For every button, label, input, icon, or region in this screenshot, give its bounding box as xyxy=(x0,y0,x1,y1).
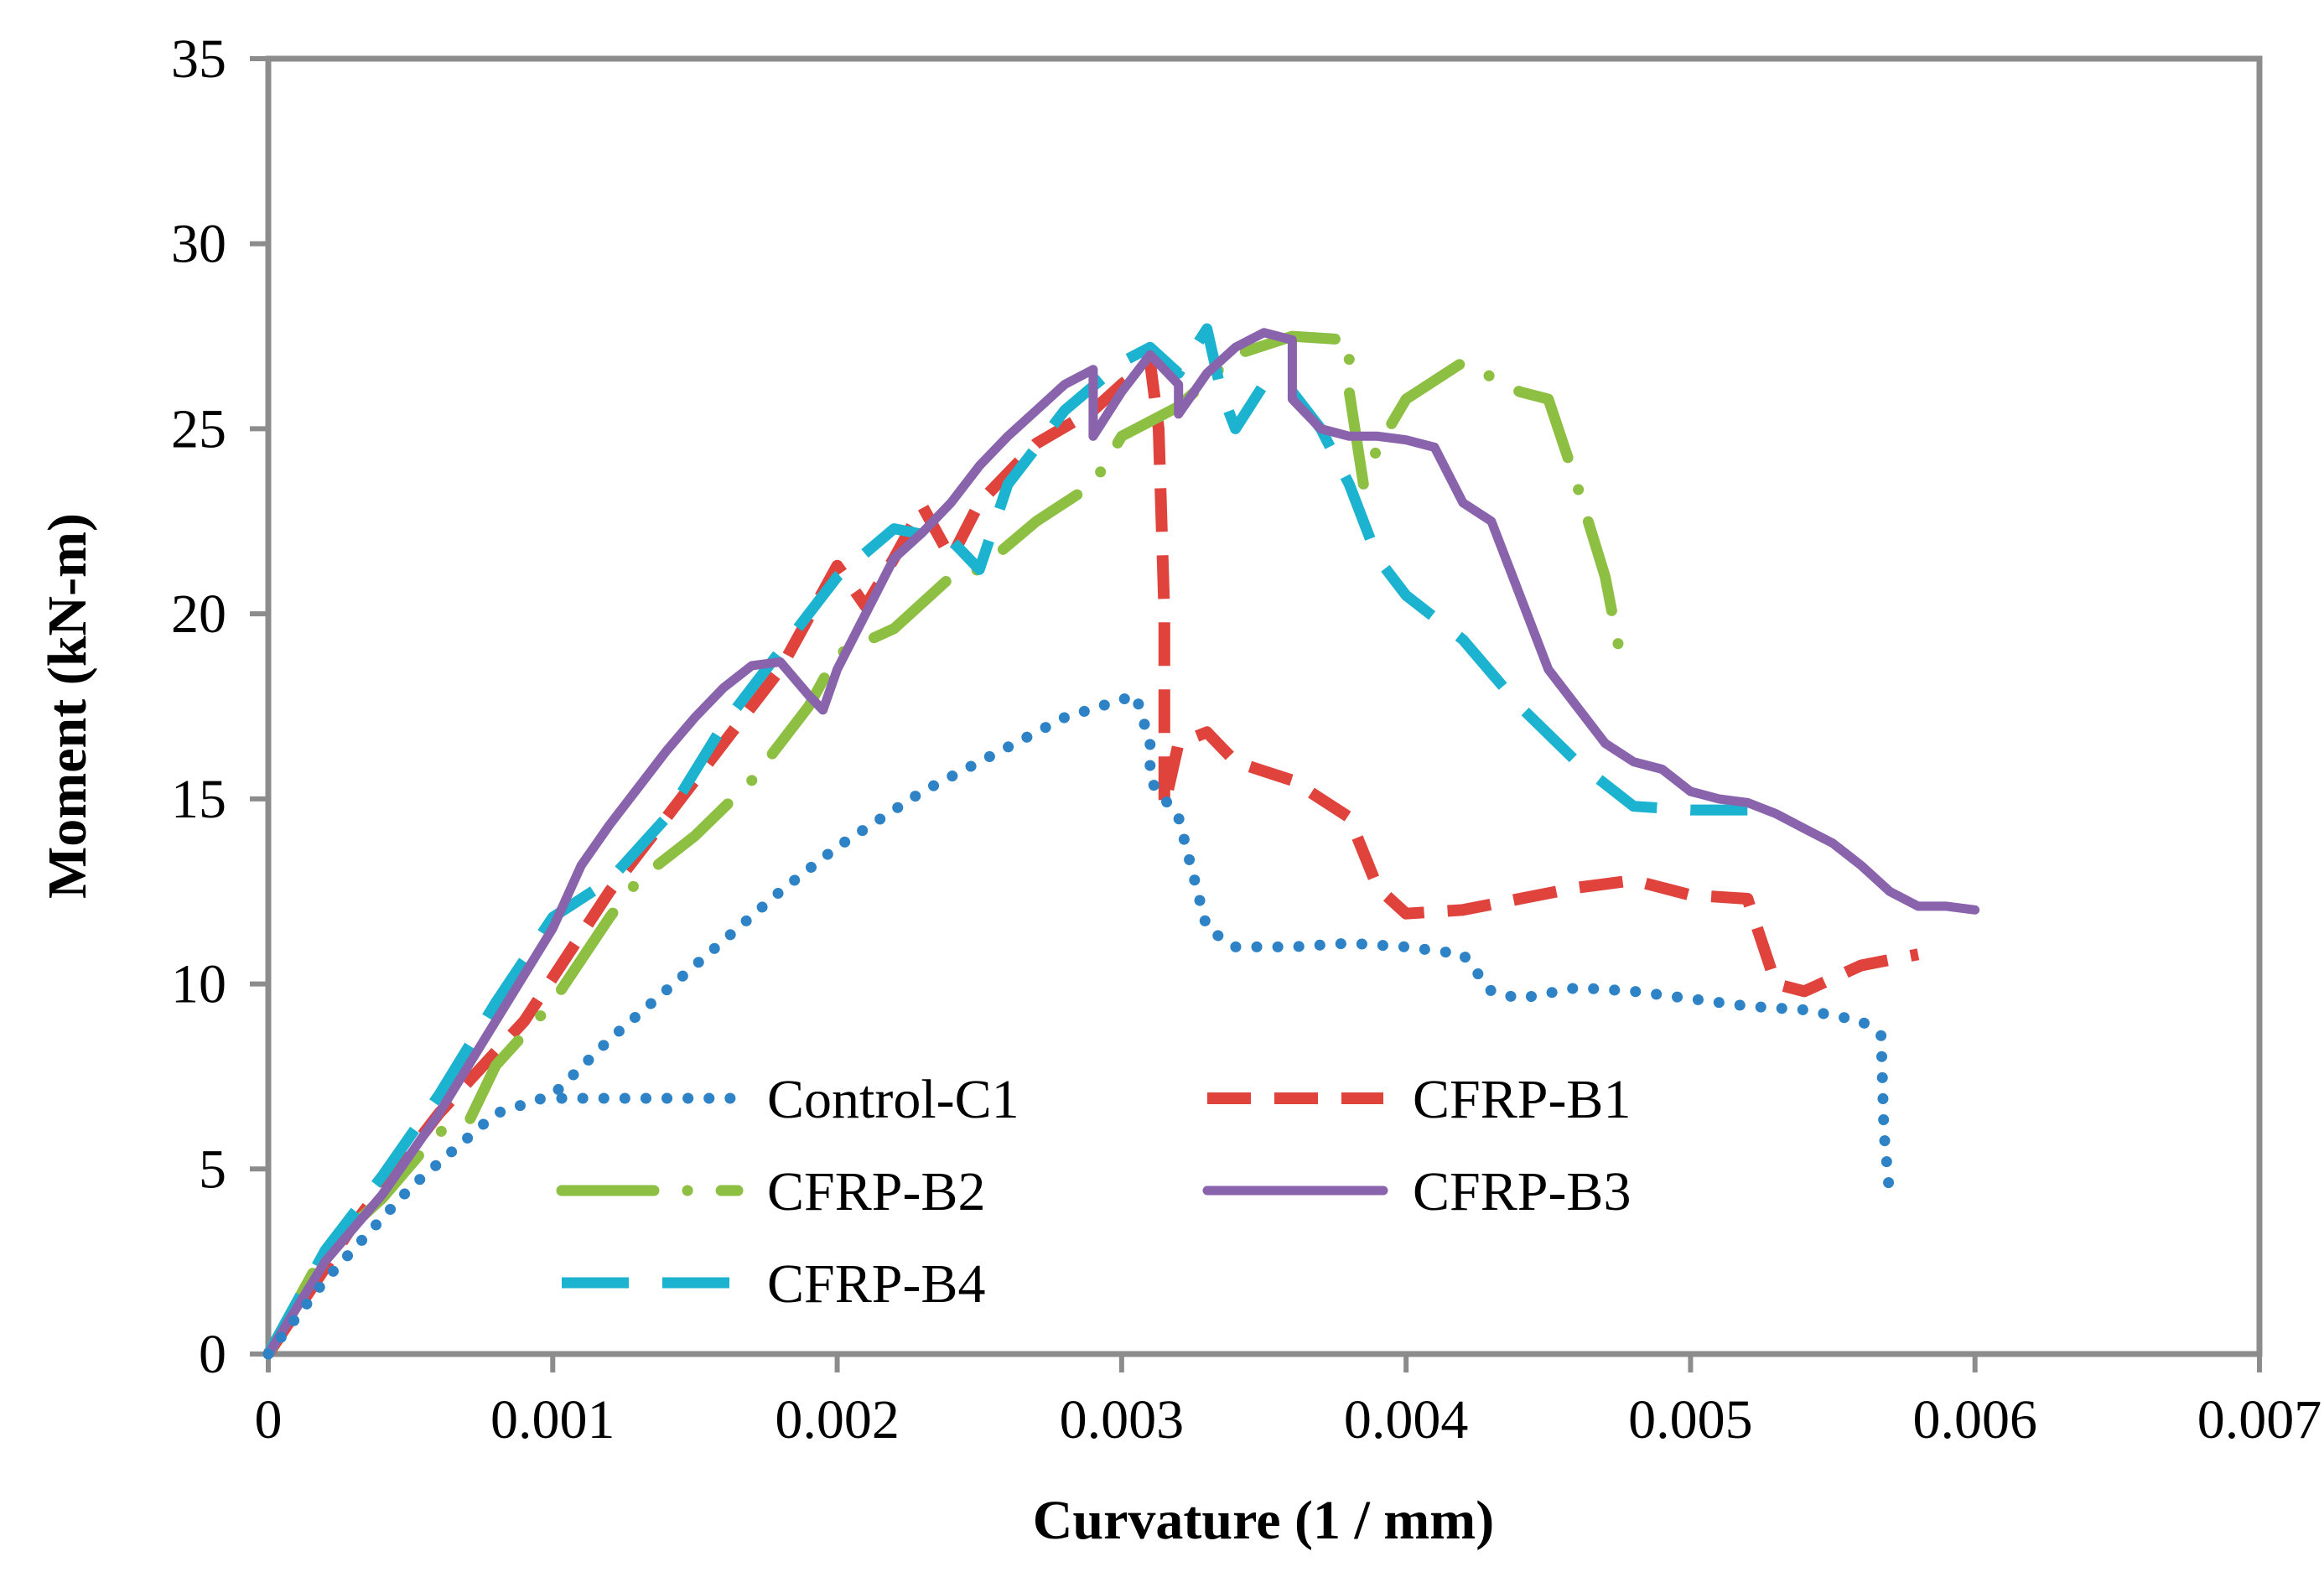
x-tick-label: 0.005 xyxy=(1628,1389,1753,1450)
x-tick-label: 0.004 xyxy=(1344,1389,1469,1450)
y-tick-label: 10 xyxy=(171,954,226,1015)
x-tick-label: 0.002 xyxy=(775,1389,900,1450)
series-line-cfrp-b4 xyxy=(263,323,1748,1357)
legend: Control-C1 CFRP-B1 CFRP-B2 CFRP-B3 CFRP-B4 xyxy=(556,1069,1631,1315)
series-line-cfrp-b2 xyxy=(262,330,1626,1360)
y-tick-label: 20 xyxy=(171,584,226,645)
legend-label-control-c1: Control-C1 xyxy=(767,1069,1019,1130)
plot-area-frame xyxy=(265,55,2263,1357)
legend-label-cfrp-b3: CFRP-B3 xyxy=(1413,1161,1631,1222)
x-tick-label: 0.001 xyxy=(490,1389,615,1450)
x-tick-label: 0 xyxy=(255,1389,283,1450)
legend-label-cfrp-b4: CFRP-B4 xyxy=(767,1253,985,1315)
x-tick-label: 0.006 xyxy=(1912,1389,2037,1450)
y-tick-label: 30 xyxy=(171,214,226,275)
x-tick-label: 0.007 xyxy=(2197,1389,2322,1450)
y-tick-label: 35 xyxy=(171,29,226,90)
series-line-control-c1 xyxy=(262,689,1896,1360)
x-axis: 0 0.001 0.002 0.003 0.004 0.005 0.006 0.007 xyxy=(255,1354,2322,1450)
series-line-cfrp-b3 xyxy=(263,328,1980,1359)
y-tick-label: 25 xyxy=(171,398,226,459)
legend-label-cfrp-b2: CFRP-B2 xyxy=(767,1161,985,1222)
y-axis-title: Moment (kN-m) xyxy=(37,513,98,899)
series-line-cfrp-b1 xyxy=(263,356,1920,1357)
series-layer xyxy=(262,323,1980,1360)
x-tick-label: 0.003 xyxy=(1060,1389,1185,1450)
y-tick-label: 5 xyxy=(199,1139,226,1200)
y-tick-label: 0 xyxy=(199,1324,226,1385)
x-axis-title: Curvature (1 / mm) xyxy=(1033,1490,1495,1551)
legend-label-cfrp-b1: CFRP-B1 xyxy=(1413,1069,1631,1130)
y-tick-label: 15 xyxy=(171,769,226,830)
y-axis: 0 5 10 15 20 25 30 35 xyxy=(171,29,268,1385)
